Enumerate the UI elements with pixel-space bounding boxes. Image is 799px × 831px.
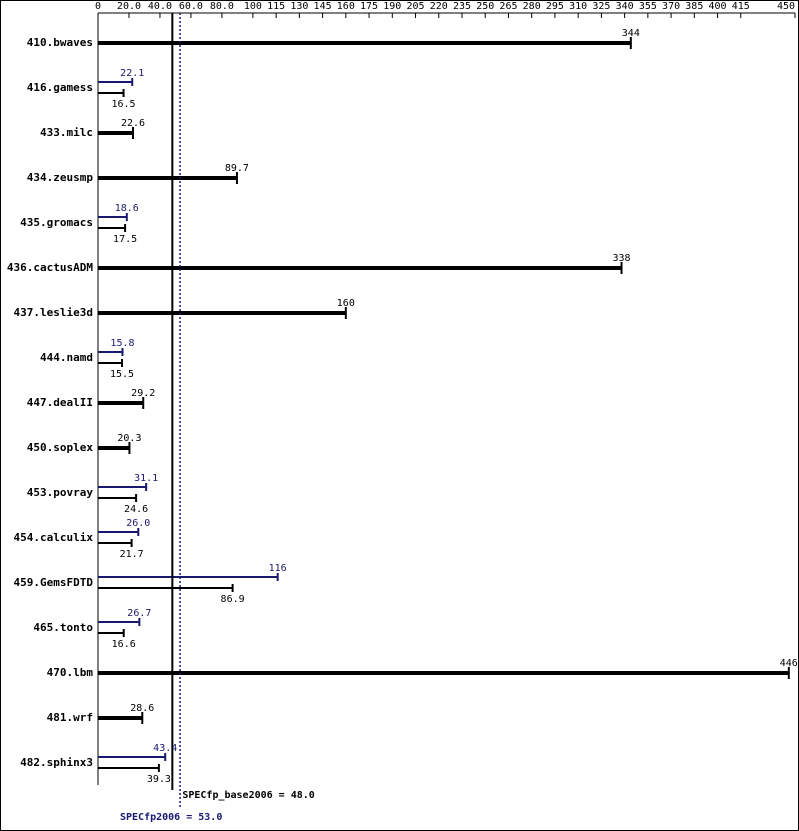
value-label: 89.7: [225, 163, 249, 174]
bar: [98, 41, 631, 45]
bar: [98, 131, 134, 135]
x-tick-label: 265: [499, 1, 517, 12]
value-label: 18.6: [115, 203, 139, 214]
value-label: 39.3: [147, 774, 171, 785]
bar: [98, 266, 622, 270]
x-tick-label: 235: [453, 1, 471, 12]
value-label: 16.5: [112, 99, 136, 110]
category-label: 482.sphinx3: [20, 756, 93, 769]
value-label: 43.4: [153, 743, 177, 754]
x-tick-label: 280: [523, 1, 541, 12]
bar: [98, 176, 237, 180]
x-tick-label: 160: [337, 1, 355, 12]
x-tick-label: 310: [569, 1, 587, 12]
peak-bar: [98, 351, 123, 353]
peak-bar: [98, 621, 140, 623]
value-label: 17.5: [113, 234, 137, 245]
bar: [98, 446, 130, 450]
peak-bar: [98, 216, 127, 218]
x-tick-label: 220: [430, 1, 448, 12]
category-label: 459.GemsFDTD: [14, 576, 94, 589]
value-label: 26.0: [126, 518, 150, 529]
peak-bar: [98, 576, 278, 578]
category-label: 436.cactusADM: [7, 261, 93, 274]
bar: [98, 716, 143, 720]
category-label: 416.gamess: [27, 81, 93, 94]
category-label: 447.dealII: [27, 396, 93, 409]
x-tick-label: 385: [685, 1, 703, 12]
category-label: 435.gromacs: [20, 216, 93, 229]
value-label: 31.1: [134, 473, 158, 484]
x-tick-label: 20.0: [117, 1, 141, 12]
value-label: 28.6: [130, 703, 154, 714]
x-tick-label: 175: [360, 1, 378, 12]
x-tick-label: 340: [616, 1, 634, 12]
category-label: 434.zeusmp: [27, 171, 94, 184]
category-label: 470.lbm: [47, 666, 94, 679]
x-tick-label: 190: [383, 1, 401, 12]
value-label: 16.6: [112, 639, 136, 650]
category-label: 433.milc: [40, 126, 93, 139]
peak-bar: [98, 81, 133, 83]
peak-bar: [98, 531, 139, 533]
category-label: 437.leslie3d: [14, 306, 93, 319]
peak-bar: [98, 756, 166, 758]
x-tick-label: 325: [592, 1, 610, 12]
value-label: 26.7: [127, 608, 151, 619]
x-tick-label: 145: [314, 1, 332, 12]
category-label: 454.calculix: [14, 531, 94, 544]
bar: [98, 671, 789, 675]
x-tick-label: 250: [476, 1, 494, 12]
base-bar: [98, 362, 123, 364]
value-label: 344: [622, 28, 640, 39]
value-label: 446: [780, 658, 798, 669]
base-bar: [98, 542, 132, 544]
value-label: 86.9: [221, 594, 245, 605]
peak-bar: [98, 486, 147, 488]
value-label: 15.8: [110, 338, 134, 349]
x-tick-label: 400: [709, 1, 727, 12]
x-tick-label: 450: [777, 1, 795, 12]
value-label: 338: [612, 253, 630, 264]
x-tick-label: 60.0: [179, 1, 203, 12]
value-label: 160: [337, 298, 355, 309]
value-label: 22.1: [120, 68, 144, 79]
base-bar: [98, 587, 233, 589]
bar: [98, 401, 144, 405]
x-tick-label: 115: [267, 1, 285, 12]
category-label: 410.bwaves: [27, 36, 93, 49]
value-label: 21.7: [120, 549, 144, 560]
value-label: 22.6: [121, 118, 145, 129]
x-tick-label: 415: [732, 1, 750, 12]
value-label: 24.6: [124, 504, 148, 515]
x-tick-label: 130: [290, 1, 308, 12]
category-label: 481.wrf: [47, 711, 93, 724]
x-tick-label: 0: [95, 1, 101, 12]
reference-label: SPECfp2006 = 53.0: [120, 812, 222, 823]
x-tick-label: 370: [662, 1, 680, 12]
base-bar: [98, 92, 124, 94]
value-label: 116: [269, 563, 287, 574]
x-tick-label: 295: [546, 1, 564, 12]
value-label: 20.3: [117, 433, 141, 444]
reference-label: SPECfp_base2006 = 48.0: [182, 790, 314, 801]
x-tick-label: 40.0: [148, 1, 172, 12]
value-label: 15.5: [110, 369, 134, 380]
category-label: 465.tonto: [33, 621, 93, 634]
x-tick-label: 355: [639, 1, 657, 12]
category-label: 444.namd: [40, 351, 93, 364]
bar: [98, 311, 346, 315]
x-tick-label: 100: [244, 1, 262, 12]
category-label: 450.soplex: [27, 441, 94, 454]
x-tick-label: 80.0: [210, 1, 234, 12]
value-label: 29.2: [131, 388, 155, 399]
base-bar: [98, 497, 137, 499]
base-bar: [98, 227, 126, 229]
x-tick-label: 205: [406, 1, 424, 12]
base-bar: [98, 632, 124, 634]
base-bar: [98, 767, 159, 769]
category-label: 453.povray: [27, 486, 94, 499]
